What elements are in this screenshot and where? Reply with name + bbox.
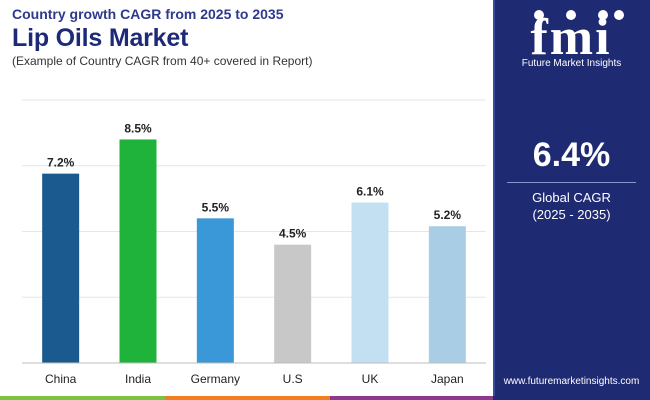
cagr-divider (507, 182, 636, 183)
data-label: 8.5% (124, 121, 152, 135)
fmi-logo: fmi (530, 9, 624, 66)
logo-dot-icon (534, 10, 544, 20)
global-cagr-value: 6.4% (532, 136, 611, 174)
global-cagr-label: Global CAGR (2025 - 2035) (493, 189, 650, 223)
chart-title: Lip Oils Market (12, 24, 189, 52)
chart-area: 7.2% China 8.5% India 5.5% Germany 4.5% U.S 6.1%… (0, 96, 490, 396)
x-tick-label: India (125, 372, 151, 386)
x-tick-label: Germany (191, 372, 240, 386)
x-tick-label: U.S (283, 372, 303, 386)
x-tick-label: China (45, 372, 77, 386)
bar-us (274, 244, 312, 363)
bottom-bar-navy (493, 396, 650, 400)
data-label: 4.5% (279, 227, 307, 241)
logo-dot-icon (566, 10, 576, 20)
data-label: 7.2% (47, 156, 75, 170)
website-link[interactable]: www.futuremarketinsights.com (503, 376, 640, 387)
data-label: 5.5% (202, 200, 230, 214)
bar-uk (351, 202, 389, 363)
bar-germany (196, 218, 234, 363)
logo-caption: Future Market Insights (521, 58, 622, 69)
cagr-period-text: (2025 - 2035) (532, 207, 611, 222)
summary-panel: fmi Future Market Insights 6.4% Global C… (493, 0, 650, 400)
bottom-bar-orange (165, 396, 330, 400)
data-label: 6.1% (356, 185, 384, 199)
chart-subtitle: Country growth CAGR from 2025 to 2035 (12, 6, 284, 22)
panel-stripe (493, 0, 495, 400)
logo-dot-icon (598, 10, 608, 20)
logo-dot-icon (614, 10, 624, 20)
bar-japan (428, 226, 466, 363)
chart-note: (Example of Country CAGR from 40+ covere… (12, 54, 313, 68)
x-tick-label: Japan (431, 372, 464, 386)
cagr-label-text: Global CAGR (532, 190, 611, 205)
bottom-bar-purple (330, 396, 493, 400)
chart-header: Country growth CAGR from 2025 to 2035 Li… (12, 6, 482, 68)
data-label: 5.2% (434, 208, 462, 222)
bottom-bar-green (0, 396, 165, 400)
bar-india (119, 139, 157, 363)
bar-chart: 7.2% China 8.5% India 5.5% Germany 4.5% U.S 6.1%… (22, 99, 486, 386)
x-tick-label: UK (362, 372, 379, 386)
bar-china (42, 173, 80, 363)
